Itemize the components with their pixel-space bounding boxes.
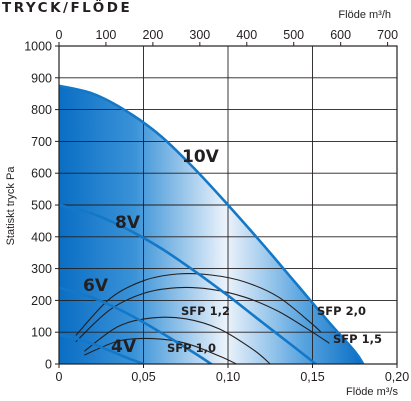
label-10v: 10V bbox=[182, 147, 220, 167]
grid-lines bbox=[59, 46, 397, 364]
sfp-curves bbox=[75, 273, 330, 364]
y-tick-label: 700 bbox=[31, 135, 52, 149]
y-tick-label: 500 bbox=[31, 199, 52, 213]
operating-area bbox=[59, 85, 364, 364]
x-axis-ticks: 0 0,05 0,10 0,15 0,20 bbox=[56, 364, 409, 384]
top-axis-label: Flöde m³/h bbox=[338, 9, 391, 21]
y-axis-label: Statiskt tryck Pa bbox=[5, 166, 17, 246]
label-sfp-1-5: SFP 1,5 bbox=[333, 332, 382, 346]
label-sfp-1-0: SFP 1,0 bbox=[167, 341, 216, 355]
sfp-curve-2 bbox=[83, 316, 271, 364]
plot-frame bbox=[58, 45, 398, 365]
top-tick-label: 0 bbox=[56, 28, 63, 42]
chart-title: TRYCK/FLÖDE bbox=[2, 0, 132, 16]
label-4v: 4V bbox=[111, 337, 137, 357]
x-tick-label: 0 bbox=[56, 370, 63, 384]
fan-curve-10v bbox=[59, 84, 365, 364]
sfp-curve-1 bbox=[75, 286, 330, 344]
fan-curves bbox=[59, 84, 365, 364]
y-tick-label: 0 bbox=[45, 358, 52, 372]
fan-curve-8v bbox=[59, 203, 318, 364]
top-tick-label: 200 bbox=[142, 28, 163, 42]
bottom-axis-label: Flöde m³/s bbox=[346, 386, 398, 398]
top-axis-ticks: 0 100 200 300 400 500 600 700 bbox=[56, 28, 398, 46]
label-sfp-2-0: SFP 2,0 bbox=[317, 304, 366, 318]
top-tick-label: 500 bbox=[283, 28, 304, 42]
label-8v: 8V bbox=[115, 213, 141, 233]
top-tick-label: 300 bbox=[189, 28, 210, 42]
label-sfp-1-2: SFP 1,2 bbox=[181, 304, 230, 318]
y-tick-label: 800 bbox=[31, 103, 52, 117]
x-tick-label: 0,20 bbox=[385, 370, 409, 384]
y-tick-label: 200 bbox=[31, 294, 52, 308]
top-tick-label: 100 bbox=[96, 28, 117, 42]
sfp-curve-3 bbox=[84, 337, 237, 364]
y-tick-label: 100 bbox=[31, 326, 52, 340]
y-axis-ticks: 0 100 200 300 400 500 600 700 800 900 1000 bbox=[24, 40, 59, 372]
x-tick-label: 0,05 bbox=[131, 370, 155, 384]
top-tick-label: 700 bbox=[377, 28, 398, 42]
sfp-curve-0 bbox=[75, 273, 322, 336]
y-tick-label: 900 bbox=[31, 71, 52, 85]
top-tick-label: 600 bbox=[330, 28, 351, 42]
fan-curve-4v bbox=[59, 333, 145, 364]
x-tick-label: 0,15 bbox=[300, 370, 324, 384]
y-tick-label: 400 bbox=[31, 230, 52, 244]
y-tick-label: 600 bbox=[31, 167, 52, 181]
y-tick-label: 300 bbox=[31, 262, 52, 276]
fan-curve-6v bbox=[59, 286, 213, 364]
top-tick-label: 400 bbox=[236, 28, 257, 42]
x-tick-label: 0,10 bbox=[216, 370, 240, 384]
label-6v: 6V bbox=[83, 276, 109, 296]
y-tick-label: 1000 bbox=[24, 40, 52, 54]
